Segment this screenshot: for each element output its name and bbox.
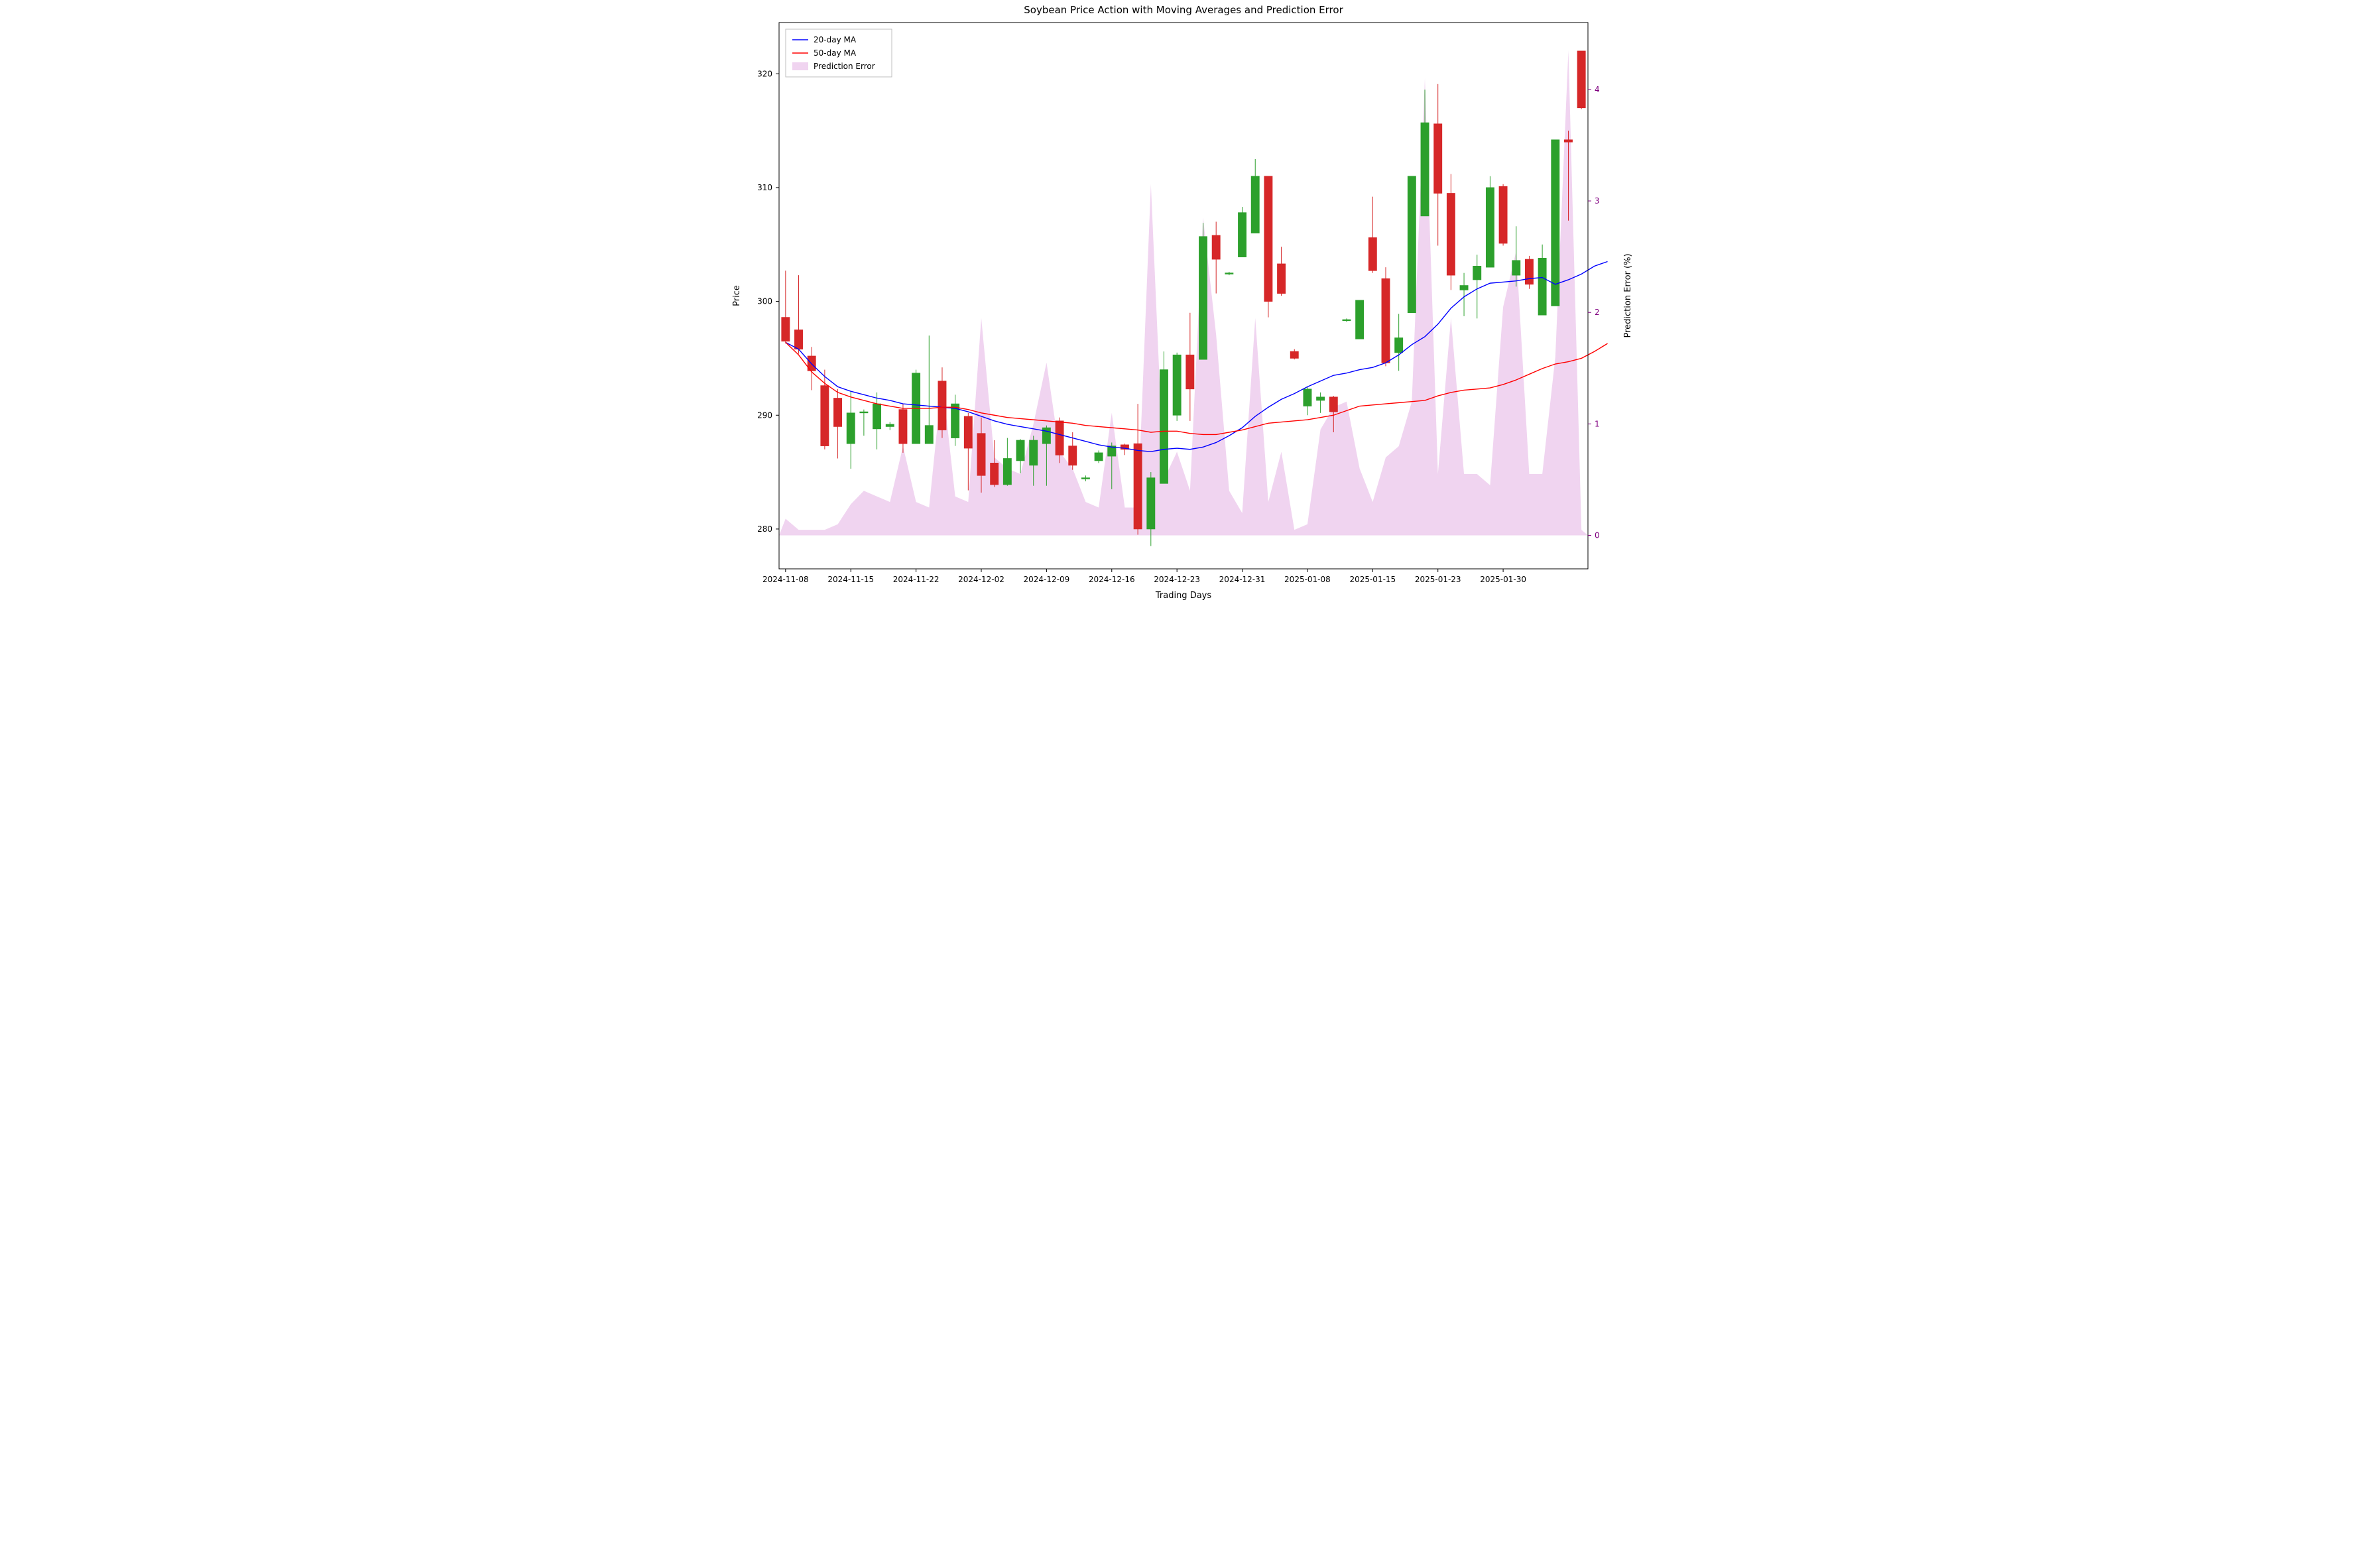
y-left-tick-label: 320 [757,69,772,78]
candle-down [1499,186,1507,243]
legend-label: Prediction Error [814,62,875,71]
candle-up [1304,389,1311,406]
y-left-ticks: 280 290 300 310 320 [757,69,779,534]
y-left-tick-label: 310 [757,183,772,192]
candle-down [833,398,841,427]
chart-title: Soybean Price Action with Moving Average… [1024,4,1343,16]
candle-down [1434,124,1442,194]
x-tick-label: 2024-11-08 [762,575,809,584]
candle-up [1016,440,1024,461]
legend-label: 20-day MA [814,35,857,44]
candle-up [1238,213,1246,257]
candle-up [1343,320,1351,321]
candle-up [1356,300,1364,339]
candle-down [1577,51,1585,108]
candle-up [925,426,933,444]
candle-up [1538,258,1546,315]
candle-down [1290,351,1298,358]
candle-up [886,424,894,426]
candle-up [1042,428,1050,444]
candle-down [821,386,829,446]
candle-up [1147,478,1155,529]
candle-down [1329,397,1337,412]
x-tick-label: 2024-11-22 [893,575,940,584]
candle-down [1212,235,1220,259]
candle-down [964,416,972,448]
x-tick-label: 2024-11-15 [827,575,874,584]
y-right-tick-label: 3 [1595,196,1600,206]
candle-down [1056,421,1063,455]
y-right-tick-label: 4 [1595,85,1600,94]
candle-down [782,318,790,341]
candle-up [873,404,880,429]
candle-up [1003,458,1011,484]
y-right-tick-label: 0 [1595,531,1600,540]
candle-up [1225,273,1233,274]
legend-swatch-patch [792,62,808,70]
x-tick-label: 2024-12-31 [1219,575,1266,584]
candle-down [991,463,999,485]
candle-up [1473,266,1481,280]
legend-label: 50-day MA [814,48,857,58]
candle-down [1447,194,1455,276]
x-tick-label: 2024-12-02 [958,575,1004,584]
y-right-ticks: 0 1 2 3 4 [1588,85,1600,540]
candle-up [860,412,868,413]
candle-up [1551,140,1559,306]
candle-up [1095,453,1103,461]
x-tick-label: 2025-01-08 [1284,575,1331,584]
candle-up [1421,123,1429,216]
x-axis-label: Trading Days [1155,591,1211,601]
x-tick-label: 2024-12-16 [1089,575,1135,584]
chart-container: Soybean Price Action with Moving Average… [723,0,1644,610]
x-axis-ticks: 2024-11-08 2024-11-15 2024-11-22 2024-12-02… [762,569,1526,584]
candle-up [1486,188,1494,267]
candlestick-chart: Soybean Price Action with Moving Average… [723,0,1644,610]
candle-down [977,434,985,476]
candle-up [1395,338,1403,353]
y-left-axis-label: Price [732,285,742,306]
candle-up [1199,237,1207,359]
prediction-error-area [779,50,1588,536]
candle-up [1160,370,1168,484]
candle-up [1081,478,1089,479]
candle-down [1382,278,1390,363]
candle-down [1264,176,1272,302]
y-left-tick-label: 290 [757,410,772,420]
candle-down [1564,140,1572,142]
candle-up [1251,176,1259,233]
candle-down [1368,237,1376,271]
y-right-tick-label: 1 [1595,419,1600,428]
candle-down [899,410,907,444]
candle-down [1525,259,1533,284]
candle-down [1277,264,1285,294]
x-tick-label: 2025-01-15 [1349,575,1396,584]
candle-down [1134,444,1142,529]
candle-up [1030,440,1038,465]
x-tick-label: 2024-12-23 [1154,575,1200,584]
x-tick-label: 2025-01-23 [1415,575,1461,584]
candle-up [847,413,855,444]
x-tick-label: 2025-01-30 [1480,575,1526,584]
candle-up [1512,261,1520,275]
y-left-tick-label: 300 [757,297,772,306]
candle-down [1186,355,1194,389]
candle-up [1460,286,1468,290]
y-right-tick-label: 2 [1595,308,1600,317]
y-right-axis-label: Prediction Error (%) [1623,253,1633,337]
candle-down [938,381,946,430]
x-tick-label: 2024-12-09 [1024,575,1070,584]
candle-down [794,330,802,349]
candle-down [1069,446,1077,465]
candle-up [1408,176,1416,313]
legend: 20-day MA 50-day MA Prediction Error [786,29,892,77]
candle-up [1317,397,1325,400]
candle-up [1173,355,1181,415]
y-left-tick-label: 280 [757,524,772,534]
plot-area [779,50,1608,546]
